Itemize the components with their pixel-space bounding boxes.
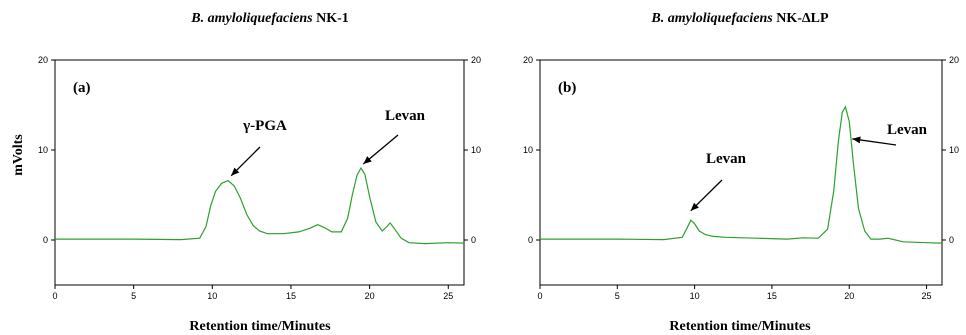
y-tick-label-right: 10 bbox=[949, 145, 959, 155]
panel-title-species: B. amyloliquefaciens bbox=[190, 11, 313, 26]
x-tick-label: 15 bbox=[286, 291, 296, 301]
y-tick-label-left: 0 bbox=[43, 235, 48, 245]
panel-title-strain: NK-1 bbox=[313, 11, 349, 26]
arrowhead bbox=[231, 167, 240, 176]
x-tick-label: 15 bbox=[767, 291, 777, 301]
x-axis-label: Retention time/Minutes bbox=[669, 319, 811, 334]
y-tick-label-right: 0 bbox=[949, 235, 954, 245]
y-tick-label-left: 0 bbox=[528, 235, 533, 245]
panel-label: (b) bbox=[558, 80, 576, 96]
y-tick-label-left: 10 bbox=[523, 145, 533, 155]
panel-title-strain: NK-ΔLP bbox=[773, 11, 829, 26]
panel-title: B. amyloliquefaciens NK-1 bbox=[190, 11, 349, 26]
y-tick-label-right: 20 bbox=[471, 55, 481, 65]
y-tick-label-left: 10 bbox=[38, 145, 48, 155]
x-tick-label: 25 bbox=[922, 291, 932, 301]
y-tick-label-left: 20 bbox=[523, 55, 533, 65]
panel-label: (a) bbox=[73, 80, 91, 96]
x-tick-label: 10 bbox=[207, 291, 217, 301]
x-tick-label: 10 bbox=[690, 291, 700, 301]
y-tick-label-left: 20 bbox=[38, 55, 48, 65]
y-tick-label-right: 20 bbox=[949, 55, 959, 65]
chromatogram-trace bbox=[55, 166, 465, 245]
x-tick-label: 0 bbox=[537, 291, 542, 301]
arrowhead bbox=[363, 156, 372, 164]
peak-annotation-label: Levan bbox=[385, 108, 426, 124]
x-axis-label: Retention time/Minutes bbox=[189, 319, 331, 334]
panel-title: B. amyloliquefaciens NK-ΔLP bbox=[650, 11, 829, 26]
plot-frame bbox=[539, 59, 943, 286]
peak-annotation-label: Levan bbox=[706, 151, 747, 167]
panel-a: B. amyloliquefaciens NK-1 0 5 10 15 20 25 20 10 0… bbox=[38, 11, 481, 334]
y-tick-label-right: 0 bbox=[471, 235, 476, 245]
arrowhead bbox=[852, 136, 861, 144]
panel-b: B. amyloliquefaciens NK-ΔLP 0 5 10 15 20 25 20 1… bbox=[523, 11, 959, 334]
x-tick-label: 20 bbox=[844, 291, 854, 301]
peak-annotation-label: γ-PGA bbox=[242, 118, 287, 134]
x-tick-label: 5 bbox=[131, 291, 136, 301]
x-tick-label: 20 bbox=[365, 291, 375, 301]
arrowhead bbox=[690, 202, 699, 211]
y-axis-label: mVolts bbox=[11, 134, 26, 176]
plot-frame bbox=[54, 59, 465, 286]
x-tick-label: 5 bbox=[615, 291, 620, 301]
peak-annotation-label: Levan bbox=[887, 122, 928, 138]
panel-title-species: B. amyloliquefaciens bbox=[650, 11, 773, 26]
x-tick-label: 25 bbox=[443, 291, 453, 301]
chromatogram-trace bbox=[540, 105, 943, 244]
x-tick-label: 0 bbox=[52, 291, 57, 301]
y-tick-label-right: 10 bbox=[471, 145, 481, 155]
